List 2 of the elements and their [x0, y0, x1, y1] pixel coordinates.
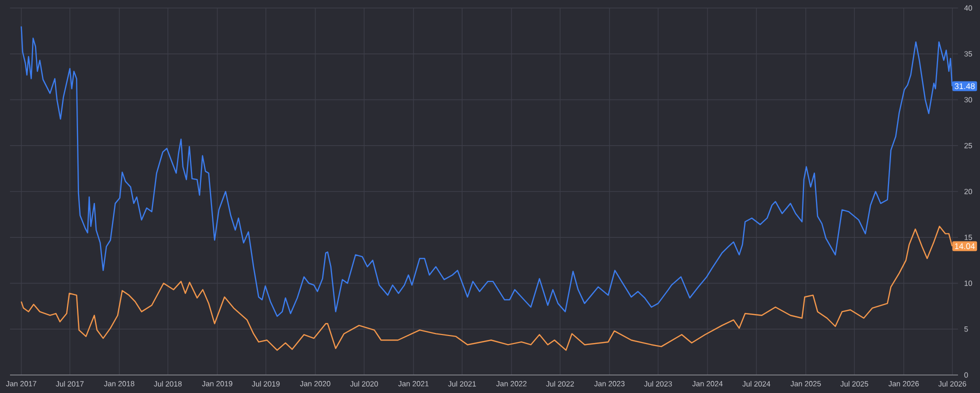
annotation: 31.48 [954, 83, 975, 90]
annotation: 14.04 [955, 243, 975, 250]
